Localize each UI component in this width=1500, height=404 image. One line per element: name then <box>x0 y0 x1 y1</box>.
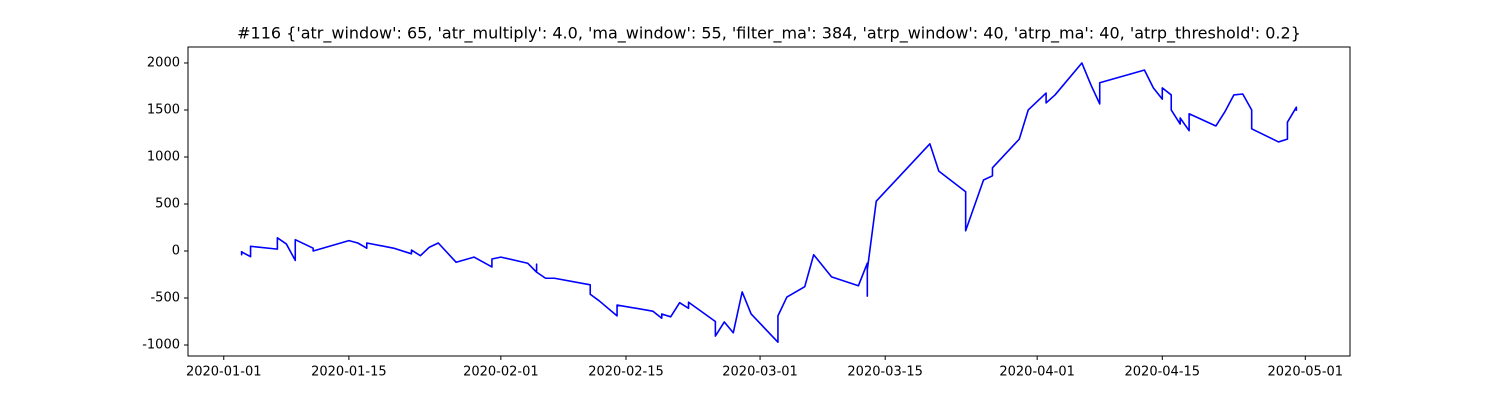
y-tick-label: 500 <box>155 196 180 211</box>
y-tick-label: 0 <box>172 243 180 258</box>
y-tick-label: 2000 <box>147 55 180 70</box>
x-tick-label: 2020-01-15 <box>311 365 387 380</box>
y-tick-label: 1000 <box>147 149 180 164</box>
x-tick-label: 2020-03-01 <box>722 365 798 380</box>
x-tick-label: 2020-02-01 <box>463 365 539 380</box>
y-tick-label: 1500 <box>147 102 180 117</box>
y-tick-label: -500 <box>150 290 180 305</box>
x-tick-label: 2020-03-15 <box>847 365 923 380</box>
chart-title: #116 {'atr_window': 65, 'atr_multiply': … <box>237 24 1301 44</box>
data-line <box>240 62 1298 343</box>
y-tick-label: -1000 <box>142 338 180 353</box>
x-tick-label: 2020-01-01 <box>186 365 262 380</box>
x-tick-label: 2020-02-15 <box>588 365 664 380</box>
x-tick-label: 2020-04-15 <box>1125 365 1201 380</box>
x-tick-label: 2020-05-01 <box>1268 365 1344 380</box>
x-tick-label: 2020-04-01 <box>999 365 1075 380</box>
plot-frame <box>187 46 1351 357</box>
